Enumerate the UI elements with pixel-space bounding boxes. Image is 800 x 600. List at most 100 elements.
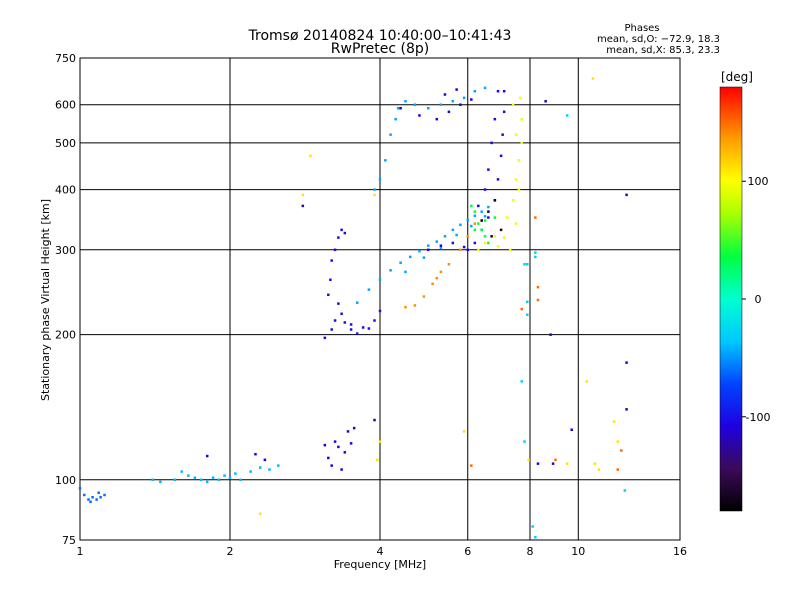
data-point [505,216,509,219]
data-point [333,248,337,252]
data-point [526,300,529,304]
data-point [443,93,447,96]
data-point [519,96,522,100]
colorbar-tick-label: -100 [746,411,771,424]
x-tick-label: 2 [227,545,234,558]
data-point [536,285,540,289]
data-point [570,428,573,431]
data-point [466,235,469,238]
data-point [217,478,221,482]
data-point [593,462,597,465]
data-point [228,476,232,479]
colorbar-tick-label: 100 [748,175,769,188]
data-point [466,248,469,252]
colorbar-label: [deg] [721,70,753,84]
data-point [418,249,421,253]
data-point [373,418,376,422]
data-point [470,204,473,208]
data-point [355,301,359,304]
data-point [349,323,353,326]
data-point [477,222,480,225]
data-point [439,246,443,249]
data-point [544,100,547,103]
data-point [378,309,382,313]
y-tick-label: 400 [55,184,76,197]
data-point [418,114,421,117]
data-point [451,241,455,245]
data-point [323,443,327,447]
data-point [496,89,500,93]
data-point [520,141,523,145]
data-point [473,228,477,232]
data-point [435,240,439,243]
data-point [323,336,327,340]
data-point [404,270,407,274]
data-point [473,214,477,218]
colorbar: [deg] 100 0 -100 [719,70,771,512]
data-point [470,98,473,101]
y-tick-label: 300 [55,244,76,257]
data-point [367,288,371,291]
data-point [97,491,100,494]
data-point [413,304,417,307]
data-point [517,188,521,191]
data-point [526,313,529,316]
stats-line-o: mean, sd,O: −72.9, 18.3 [597,34,720,45]
data-point [173,478,177,482]
data-point [473,89,477,93]
data-point [343,231,347,235]
data-point [511,103,515,106]
data-point [443,235,447,238]
data-point [422,295,426,298]
data-point [462,430,466,433]
data-point [435,117,439,121]
data-point [389,133,392,136]
data-point [477,204,480,208]
data-point [327,293,330,297]
data-point [431,282,434,286]
data-point [394,117,397,121]
data-point [523,440,526,443]
data-point [95,498,98,501]
data-point [499,228,503,232]
data-point [193,476,197,479]
x-tick-label: 6 [464,545,471,558]
data-point [333,319,337,322]
data-point [625,361,628,364]
data-point [585,380,589,383]
data-point [399,261,402,265]
data-point [337,236,340,239]
data-point [408,255,412,259]
data-point [520,307,523,311]
data-point [534,535,537,539]
data-point [473,222,477,225]
data-point [620,449,623,452]
data-point [239,478,242,482]
data-point [527,458,530,462]
data-point [496,245,500,248]
data-point [349,328,353,331]
data-point [483,241,487,245]
data-point [451,228,455,232]
data-point [517,159,521,162]
data-point [361,326,365,329]
data-point [223,474,226,477]
data-point [597,468,601,471]
data-point [511,199,515,202]
data-point [526,262,529,266]
data-point [480,219,483,222]
data-point [480,210,483,213]
data-point [378,178,382,181]
data-point [523,262,526,266]
data-point [520,117,523,121]
y-tick-labels: 75 100 200 300 400 500 600 750 [55,52,76,547]
data-point [340,312,343,316]
data-point [340,468,343,471]
data-point [623,489,627,492]
data-point [514,178,518,181]
data-point [473,210,477,213]
data-point [473,241,477,245]
data-point [268,468,271,471]
data-point [422,256,426,259]
